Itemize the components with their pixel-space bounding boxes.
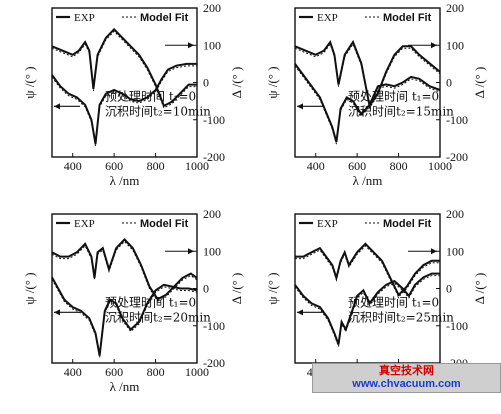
x-tick-label: 1000 xyxy=(185,365,209,379)
annotation-line-1: 预处理时间 t₁=0 xyxy=(348,89,439,103)
y2-tick-label: 200 xyxy=(446,1,464,15)
psi-axis-arrow-head xyxy=(297,309,303,316)
watermark: 真空技术网 www.chvacuum.com xyxy=(312,363,501,393)
x-tick-label: 400 xyxy=(307,159,325,173)
y-axis-title: ψ /(° ) xyxy=(22,66,37,98)
psi-axis-arrow-head xyxy=(297,103,303,110)
y-axis-title: ψ /(° ) xyxy=(265,66,280,98)
y-axis-title: ψ /(° ) xyxy=(265,272,280,304)
x-axis-title: λ /nm xyxy=(353,173,383,188)
legend-exp-label: EXP xyxy=(317,218,338,230)
x-axis-title: λ /nm xyxy=(110,379,140,394)
x-tick-label: 400 xyxy=(64,365,82,379)
annotation-line-1: 预处理时间 t₁=0 xyxy=(105,295,196,309)
legend-exp-label: EXP xyxy=(317,12,338,24)
delta-axis-arrow-head xyxy=(431,248,437,255)
y2-tick-label: 100 xyxy=(203,38,221,52)
plot-frame xyxy=(51,213,198,364)
fit-delta-line xyxy=(294,65,441,145)
x-tick-label: 1000 xyxy=(428,159,452,173)
exp-delta-line xyxy=(51,276,198,356)
annotation-line-2: 沉积时间t₂=20min xyxy=(105,310,211,324)
y2-tick-label: -100 xyxy=(446,113,468,127)
exp-psi-line xyxy=(295,242,440,297)
y2-tick-label: 200 xyxy=(203,207,221,221)
annotation-line-2: 沉积时间t₂=25min xyxy=(348,310,454,324)
legend-fit-label: Model Fit xyxy=(140,218,189,230)
plot-frame xyxy=(51,7,198,158)
x-tick-label: 800 xyxy=(390,159,408,173)
delta-axis-arrow-head xyxy=(431,42,437,49)
legend-fit-label: Model Fit xyxy=(383,218,432,230)
y2-tick-label: -200 xyxy=(446,150,468,164)
psi-axis-arrow-head xyxy=(54,103,60,110)
fit-delta-line xyxy=(51,279,198,358)
x-axis-title: λ /nm xyxy=(110,173,140,188)
fit-delta-line xyxy=(294,275,440,347)
y2-tick-label: 0 xyxy=(446,282,452,296)
plot-frame xyxy=(294,213,441,364)
y2-tick-label: 100 xyxy=(203,244,221,258)
y2-axis-title: Δ /(° ) xyxy=(229,273,244,305)
legend-exp-label: EXP xyxy=(74,218,95,230)
fit-delta-line xyxy=(51,65,197,147)
y2-tick-label: 100 xyxy=(446,244,464,258)
y2-axis-title: Δ /(° ) xyxy=(472,67,487,99)
exp-delta-line xyxy=(294,63,441,143)
y2-tick-label: -100 xyxy=(203,319,225,333)
annotation-line-2: 沉积时间t₂=10min xyxy=(105,104,211,118)
x-tick-label: 400 xyxy=(64,159,82,173)
annotation-line-1: 预处理时间 t₁=0 xyxy=(348,295,439,309)
legend-exp-label: EXP xyxy=(74,12,95,24)
y2-tick-label: 0 xyxy=(446,76,452,90)
y2-tick-label: 0 xyxy=(203,282,209,296)
x-tick-label: 800 xyxy=(147,159,165,173)
plot-frame xyxy=(294,7,441,158)
x-tick-label: 800 xyxy=(147,365,165,379)
exp-delta-line xyxy=(294,272,440,345)
y2-tick-label: 200 xyxy=(446,207,464,221)
y2-tick-label: 100 xyxy=(446,38,464,52)
y2-tick-label: -100 xyxy=(446,319,468,333)
y2-tick-label: -100 xyxy=(203,113,225,127)
x-tick-label: 600 xyxy=(348,159,366,173)
legend-fit-label: Model Fit xyxy=(140,12,189,24)
watermark-url: www.chvacuum.com xyxy=(352,378,461,390)
x-tick-label: 600 xyxy=(105,365,123,379)
y2-tick-label: -200 xyxy=(203,356,225,370)
y2-tick-label: 0 xyxy=(203,76,209,90)
fit-psi-line xyxy=(51,240,198,302)
y2-axis-title: Δ /(° ) xyxy=(472,273,487,305)
fit-psi-line xyxy=(51,30,197,109)
psi-axis-arrow-head xyxy=(54,309,60,316)
x-tick-label: 1000 xyxy=(185,159,209,173)
legend-fit-label: Model Fit xyxy=(383,12,432,24)
delta-axis-arrow-head xyxy=(188,42,194,49)
delta-axis-arrow-head xyxy=(188,248,194,255)
fit-psi-line xyxy=(295,245,440,298)
annotation-line-1: 预处理时间 t₁=0 xyxy=(105,89,196,103)
annotation-line-2: 沉积时间t₂=15min xyxy=(348,104,454,118)
exp-delta-line xyxy=(51,62,197,145)
exp-psi-line xyxy=(51,27,197,108)
y-axis-title: ψ /(° ) xyxy=(22,272,37,304)
exp-psi-line xyxy=(294,39,441,109)
x-tick-label: 600 xyxy=(105,159,123,173)
watermark-title: 真空技术网 xyxy=(379,365,434,377)
exp-psi-line xyxy=(51,238,198,301)
y2-tick-label: 200 xyxy=(203,1,221,15)
y2-tick-label: -200 xyxy=(203,150,225,164)
y2-axis-title: Δ /(° ) xyxy=(229,67,244,99)
